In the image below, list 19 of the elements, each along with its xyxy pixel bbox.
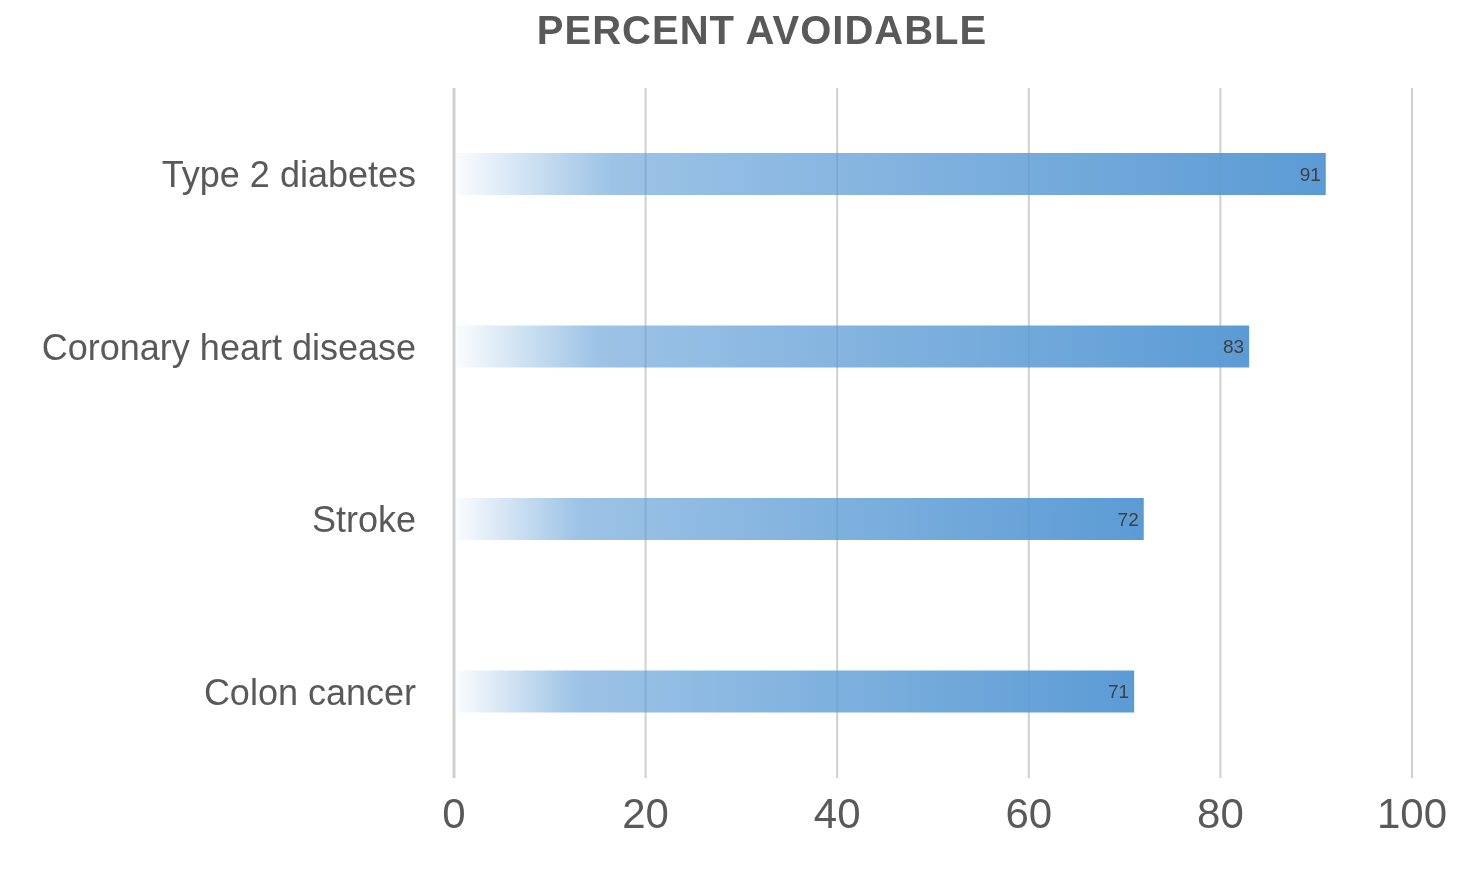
x-tick-label: 20	[622, 789, 669, 837]
chart-title: PERCENT AVOIDABLE	[535, 8, 989, 53]
bar	[454, 498, 1144, 540]
x-tick-label: 60	[1005, 789, 1053, 837]
bar	[454, 325, 1250, 368]
y-tick-label: Colon cancer	[203, 671, 416, 713]
x-tick-label: 80	[1197, 789, 1244, 837]
data-label: 83	[1223, 336, 1245, 358]
x-tick-label: 100	[1376, 789, 1448, 837]
bar	[454, 153, 1326, 195]
bar	[454, 670, 1135, 713]
y-tick-label: Stroke	[311, 499, 416, 541]
y-tick-label: Type 2 diabetes	[161, 154, 416, 196]
data-label: 72	[1117, 508, 1139, 530]
data-label: 91	[1299, 163, 1321, 185]
data-label: 71	[1108, 681, 1130, 703]
x-tick-label: 40	[813, 789, 861, 837]
x-tick-label: 0	[442, 789, 466, 837]
y-tick-label: Coronary heart disease	[41, 326, 416, 368]
